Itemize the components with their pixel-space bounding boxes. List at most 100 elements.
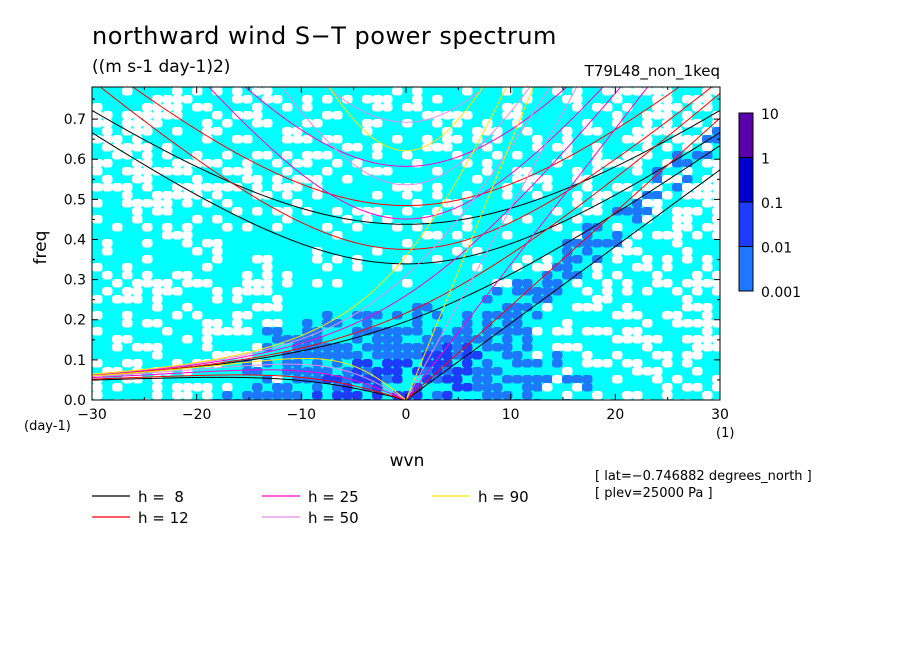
field-patch — [302, 95, 313, 104]
field-patch — [672, 311, 683, 320]
field-patch — [412, 183, 423, 192]
field-patch — [492, 383, 503, 392]
field-patch — [702, 303, 713, 312]
field-patch — [412, 199, 423, 208]
field-patch — [562, 367, 573, 376]
field-patch — [242, 159, 253, 168]
field-patch — [652, 279, 663, 288]
field-patch — [112, 383, 123, 392]
field-patch — [372, 247, 383, 256]
field-patch — [282, 215, 293, 224]
field-patch — [622, 311, 633, 320]
field-patch — [352, 311, 363, 320]
field-patch — [432, 351, 443, 360]
field-patch — [212, 287, 223, 296]
field-patch — [232, 311, 243, 320]
field-patch — [572, 343, 583, 352]
field-patch — [662, 263, 673, 272]
field-patch — [352, 391, 363, 400]
field-patch — [642, 215, 653, 224]
field-patch — [322, 375, 333, 384]
field-patch — [292, 159, 303, 168]
field-patch — [532, 191, 543, 200]
curve-8-branch-4 — [92, 376, 407, 400]
field-patch — [222, 391, 233, 400]
field-patch — [312, 247, 323, 256]
field-patch — [422, 143, 433, 152]
field-patch — [182, 231, 193, 240]
field-patch — [132, 287, 143, 296]
field-patch — [382, 167, 393, 176]
field-patch — [502, 103, 513, 112]
field-patch — [252, 391, 263, 400]
field-patch — [162, 287, 173, 296]
field-patch — [712, 335, 720, 344]
field-patch — [412, 319, 423, 328]
field-patch — [692, 207, 703, 216]
field-patch — [362, 359, 373, 368]
field-patch — [532, 263, 543, 272]
field-patch — [712, 167, 720, 176]
field-patch — [432, 119, 443, 128]
field-patch — [242, 391, 253, 400]
field-patch — [712, 279, 720, 288]
field-patch — [522, 335, 533, 344]
field-patch — [512, 351, 523, 360]
field-patch — [342, 375, 353, 384]
field-patch — [92, 167, 103, 176]
field-patch — [582, 247, 593, 256]
field-patch — [702, 391, 713, 400]
field-patch — [212, 127, 223, 136]
field-patch — [182, 223, 193, 232]
field-patch — [212, 351, 223, 360]
field-patch — [592, 239, 603, 248]
curve-8-branch-0 — [405, 169, 720, 400]
field-patch — [682, 159, 693, 168]
latitude-annotation: [ lat=−0.746882 degrees_north ] — [595, 469, 812, 484]
field-patch — [172, 191, 183, 200]
colorbar-swatch — [738, 112, 754, 158]
field-patch — [122, 119, 133, 128]
field-patch — [142, 143, 153, 152]
field-patch — [402, 239, 413, 248]
field-patch — [202, 383, 213, 392]
field-patch — [482, 167, 493, 176]
field-patch — [322, 95, 333, 104]
field-patch — [702, 127, 713, 136]
field-patch — [682, 359, 693, 368]
field-patch — [642, 367, 653, 376]
field-patch — [622, 159, 633, 168]
field-patch — [162, 223, 173, 232]
x-tick-label: 30 — [711, 407, 729, 423]
field-patch — [682, 303, 693, 312]
field-patch — [162, 207, 173, 216]
field-patch — [622, 391, 633, 400]
field-patch — [192, 183, 203, 192]
field-patch — [612, 223, 623, 232]
field-patch — [692, 151, 703, 160]
field-patch — [92, 119, 103, 128]
field-patch — [522, 343, 533, 352]
field-patch — [262, 271, 273, 280]
x-tick-label: −10 — [287, 407, 317, 423]
field-patch — [492, 367, 503, 376]
field-patch — [592, 263, 603, 272]
field-patch — [672, 135, 683, 144]
field-patch — [252, 207, 263, 216]
field-patch — [402, 207, 413, 216]
field-patch — [232, 327, 243, 336]
field-patch — [462, 319, 473, 328]
field-patch — [482, 391, 493, 400]
field-patch — [282, 127, 293, 136]
field-patch — [202, 319, 213, 328]
field-patch — [542, 175, 553, 184]
legend-label-h8: h = 8 — [138, 488, 184, 506]
field-patch — [522, 183, 533, 192]
field-patch — [662, 391, 673, 400]
field-patch — [122, 359, 133, 368]
field-patch — [672, 207, 683, 216]
field-patch — [702, 343, 713, 352]
field-patch — [282, 359, 293, 368]
curve-25-branch-3 — [92, 87, 622, 376]
field-patch — [462, 383, 473, 392]
